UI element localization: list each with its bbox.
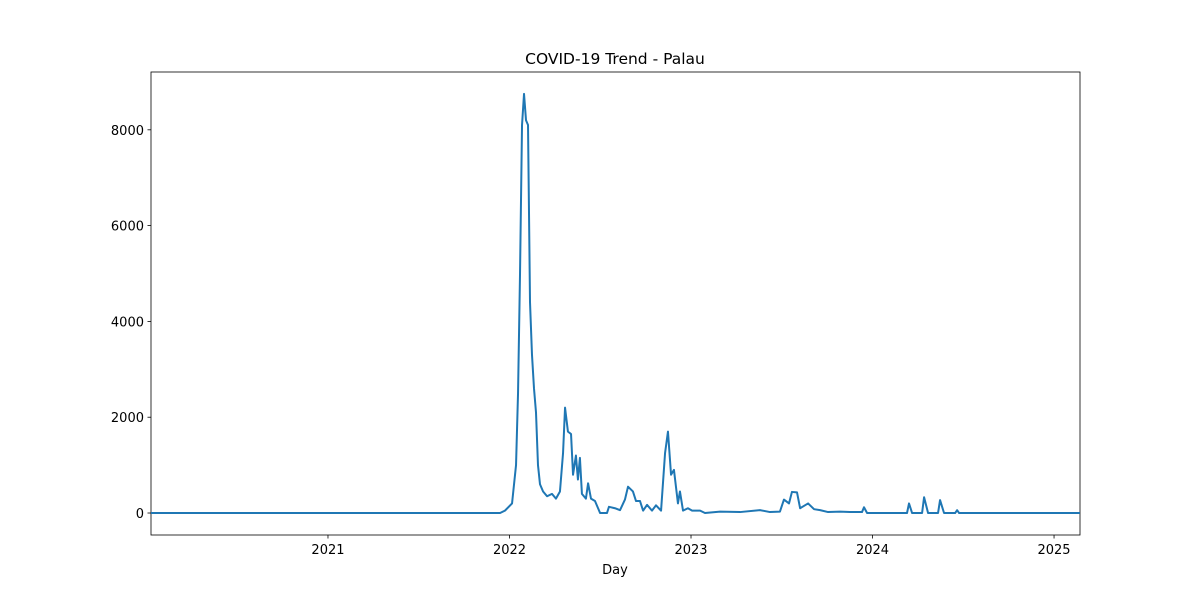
- y-tick-label: 8000: [111, 124, 144, 139]
- x-axis-label: Day: [602, 563, 628, 578]
- plot-frame: [150, 71, 1081, 536]
- x-tick-label: 2021: [311, 543, 344, 558]
- y-tick-label: 0: [136, 507, 144, 522]
- y-tick-label: 6000: [111, 220, 144, 235]
- data-line: [151, 92, 1080, 515]
- chart-title: COVID-19 Trend - Palau: [525, 50, 705, 68]
- x-tick-label: 2024: [856, 543, 889, 558]
- x-tick-label: 2023: [674, 543, 707, 558]
- y-tick-label: 4000: [111, 315, 144, 330]
- y-tick-label: 2000: [111, 411, 144, 426]
- x-tick-label: 2025: [1037, 543, 1070, 558]
- x-tick-label: 2022: [493, 543, 526, 558]
